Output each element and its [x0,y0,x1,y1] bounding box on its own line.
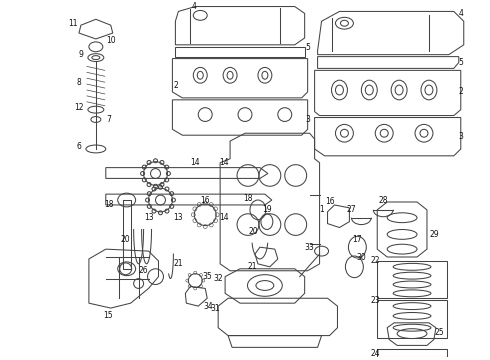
Text: 27: 27 [346,205,356,214]
Text: 33: 33 [305,243,315,252]
Text: 28: 28 [378,195,388,204]
Text: 10: 10 [106,36,116,45]
Text: 20: 20 [121,235,130,244]
Text: 7: 7 [106,115,111,124]
Text: 12: 12 [74,103,84,112]
Text: 5: 5 [458,58,463,67]
Text: 2: 2 [173,81,178,90]
Text: 6: 6 [76,141,81,150]
Text: 4: 4 [458,9,463,18]
Text: 26: 26 [139,266,148,275]
Text: 24: 24 [370,349,380,358]
Text: 29: 29 [429,230,439,239]
Text: 2: 2 [458,87,463,96]
Text: 16: 16 [200,195,210,204]
Text: 16: 16 [325,198,334,207]
Text: 4: 4 [192,2,196,11]
Text: 5: 5 [305,43,310,52]
Text: 30: 30 [356,252,366,261]
Bar [377,349,447,357]
Text: 21: 21 [173,259,183,268]
Text: 11: 11 [68,19,78,28]
Text: 25: 25 [434,328,444,337]
Text: 9: 9 [78,50,83,59]
Text: 19: 19 [262,205,271,214]
Text: 15: 15 [103,311,113,320]
Text: 13: 13 [144,213,153,222]
Text: 23: 23 [370,296,380,305]
Text: 14: 14 [191,158,200,167]
Text: 22: 22 [370,256,380,265]
Text: 21: 21 [247,262,257,271]
Bar [377,261,447,298]
Text: 18: 18 [104,201,114,210]
Text: 8: 8 [76,78,81,87]
Text: 17: 17 [352,235,362,244]
Text: 1: 1 [319,205,324,214]
Text: 31: 31 [210,303,220,312]
Text: 32: 32 [213,274,223,283]
Text: 18: 18 [243,194,253,203]
Text: 34: 34 [203,302,213,311]
Text: 3: 3 [458,132,463,141]
Text: 35: 35 [202,272,212,281]
Text: 14: 14 [220,213,229,222]
Bar [377,300,447,338]
Text: 13: 13 [173,213,183,222]
Text: 20: 20 [248,227,258,236]
Text: 3: 3 [305,115,310,124]
Text: 14: 14 [220,158,229,167]
